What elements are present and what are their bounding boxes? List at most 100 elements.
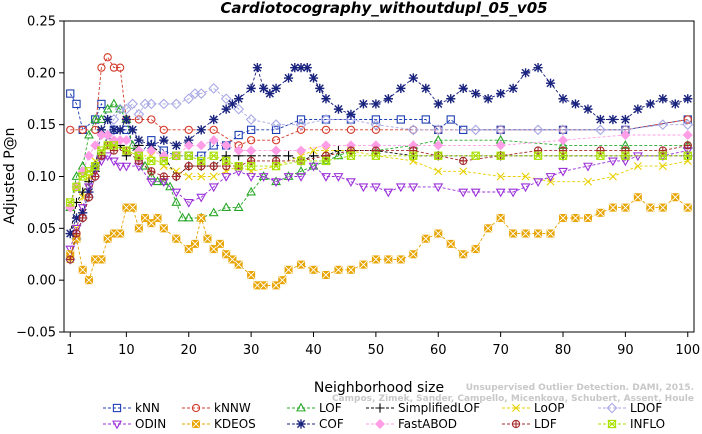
point-loop xyxy=(633,162,642,171)
point-kdeos xyxy=(496,213,505,222)
legend-marker-cof xyxy=(296,419,306,429)
point-cof xyxy=(446,94,456,104)
point-ldf xyxy=(459,156,468,166)
point-inflo xyxy=(246,161,256,171)
point-cof xyxy=(265,88,275,99)
legend-item-lof: LOF xyxy=(287,401,342,415)
point-kdeos xyxy=(116,229,125,238)
point-cof xyxy=(128,125,138,135)
point-ldf xyxy=(78,213,87,223)
legend-label-kdeos: KDEOS xyxy=(214,417,256,431)
x-tick-label: 90 xyxy=(617,343,634,358)
point-knn xyxy=(321,115,331,124)
point-ldof xyxy=(532,124,544,136)
point-kdeos xyxy=(190,239,199,248)
point-kdeos xyxy=(128,203,137,212)
point-loop xyxy=(459,167,468,176)
point-knn xyxy=(296,115,306,124)
point-inflo xyxy=(222,156,231,166)
point-kdeos xyxy=(346,265,355,274)
point-lof xyxy=(296,165,306,175)
legend-item-cof: COF xyxy=(287,417,344,431)
x-tick-label: 100 xyxy=(675,343,700,358)
point-kdeos xyxy=(409,250,418,259)
point-loop xyxy=(658,162,667,171)
point-cof xyxy=(545,78,556,88)
point-cof xyxy=(296,63,306,73)
legend-marker-fastabod xyxy=(374,418,386,430)
point-ldof xyxy=(320,114,332,125)
point-kdeos xyxy=(534,229,543,238)
legend-marker-lof xyxy=(296,402,306,412)
point-kdeos xyxy=(334,265,343,274)
point-ldf xyxy=(134,156,144,166)
point-cof xyxy=(184,135,194,145)
point-ldf xyxy=(409,146,418,155)
series-knnw xyxy=(66,53,692,150)
point-inflo xyxy=(683,151,692,160)
point-knnw xyxy=(115,63,125,72)
legend-item-knnw: kNNW xyxy=(182,401,251,415)
point-lof xyxy=(84,129,94,139)
point-cof xyxy=(121,114,131,125)
point-odin xyxy=(508,188,519,198)
point-ldf xyxy=(621,146,630,155)
legend-label-loop: LoOP xyxy=(534,401,565,415)
point-fastabod xyxy=(433,140,444,151)
point-kdeos xyxy=(172,234,181,243)
point-fastabod xyxy=(296,145,307,156)
point-knnw xyxy=(147,115,156,124)
legend-label-ldf: LDF xyxy=(534,417,557,431)
point-knnw xyxy=(371,125,381,135)
y-tick-label: 0.25 xyxy=(27,15,56,30)
point-lof xyxy=(71,171,82,180)
point-inflo xyxy=(409,151,418,160)
legend-label-odin: ODIN xyxy=(135,417,166,431)
point-cof xyxy=(408,73,418,83)
point-knnw xyxy=(78,125,87,135)
series-line-odin xyxy=(69,150,688,250)
legend-marker-odin xyxy=(112,420,122,430)
point-ldof xyxy=(158,98,170,110)
point-knn xyxy=(271,125,281,134)
legend-item-simplifiedlof: SimplifiedLOF xyxy=(366,401,480,415)
point-cof xyxy=(103,114,113,125)
point-loop xyxy=(521,172,530,181)
point-kdeos xyxy=(521,229,530,238)
legend-label-inflo: INFLO xyxy=(630,417,665,431)
point-ldf xyxy=(197,161,206,171)
x-tick-label: 30 xyxy=(243,343,260,358)
point-odin xyxy=(607,157,618,167)
point-ldof xyxy=(195,88,207,99)
point-kdeos xyxy=(621,203,630,212)
point-odin xyxy=(115,162,126,172)
point-inflo xyxy=(91,161,100,171)
point-inflo xyxy=(159,156,168,166)
point-cof xyxy=(683,94,693,104)
legend-marker-simplifiedlof xyxy=(375,403,385,413)
x-axis-label: Neighborhood size xyxy=(314,380,444,396)
point-odin xyxy=(458,188,469,198)
point-cof xyxy=(383,94,393,104)
point-ldf xyxy=(66,255,75,264)
point-knnw xyxy=(271,136,281,145)
point-lof xyxy=(140,160,151,170)
point-ldf xyxy=(222,161,231,171)
point-odin xyxy=(258,173,269,182)
point-odin xyxy=(333,173,344,182)
point-kdeos xyxy=(471,245,480,254)
y-tick-label: 0.00 xyxy=(27,274,56,289)
point-simplifiedlof xyxy=(221,151,231,161)
point-ldof xyxy=(557,124,569,136)
point-kdeos xyxy=(459,250,468,259)
point-cof xyxy=(271,83,281,93)
point-knnw xyxy=(184,125,193,135)
point-cof xyxy=(421,83,431,93)
legend-label-cof: COF xyxy=(319,417,344,431)
point-ldof xyxy=(170,98,182,110)
y-tick-label: −0.05 xyxy=(16,326,56,341)
point-kdeos xyxy=(646,203,655,212)
point-knn xyxy=(66,89,75,98)
x-tick-label: 10 xyxy=(118,343,135,358)
